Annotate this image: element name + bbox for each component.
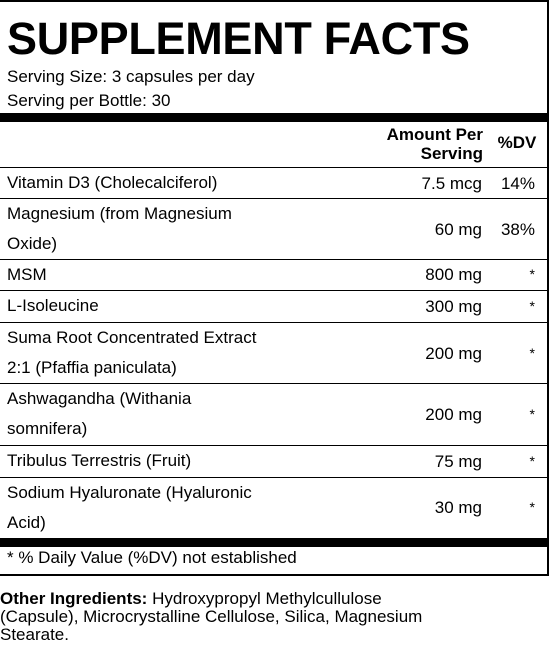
amount-header-line2: Serving — [420, 144, 483, 163]
nutrient-name-line1: Magnesium (from Magnesium — [7, 204, 232, 223]
nutrient-name-line1: Sodium Hyaluronate (Hyaluronic — [7, 483, 252, 502]
other-ingredients-label: Other Ingredients: — [0, 589, 148, 608]
servings-per-bottle: Serving per Bottle: 30 — [7, 91, 171, 110]
nutrient-amount: 7.5 mcg — [421, 174, 482, 193]
nutrient-name: MSM — [7, 265, 47, 284]
nutrient-amount: 800 mg — [425, 265, 482, 284]
row-divider — [0, 322, 547, 323]
thick-divider — [0, 113, 547, 122]
nutrient-amount: 30 mg — [434, 498, 482, 517]
nutrient-name-line2: somnifera) — [7, 419, 88, 438]
other-ingredients-line3: Stearate. — [0, 625, 69, 644]
nutrient-name-line2: 2:1 (Pfaffia paniculata) — [7, 358, 177, 377]
nutrient-dv: * — [529, 406, 535, 422]
nutrient-dv: * — [529, 266, 535, 282]
nutrient-dv: * — [529, 453, 535, 469]
nutrient-dv: 38% — [500, 220, 535, 239]
nutrient-name-line2: Oxide) — [7, 234, 58, 253]
nutrient-name: Tribulus Terrestris (Fruit) — [7, 451, 192, 470]
nutrient-dv: 14% — [500, 174, 535, 193]
nutrient-name-line1: Ashwagandha (Withania — [7, 389, 192, 408]
nutrient-amount: 200 mg — [425, 344, 482, 363]
row-divider — [0, 477, 547, 478]
dv-header: %DV — [497, 133, 537, 152]
nutrient-amount: 200 mg — [425, 405, 482, 424]
row-divider — [0, 445, 547, 446]
row-divider — [0, 198, 547, 199]
nutrient-amount: 75 mg — [434, 452, 482, 471]
amount-per-serving-header: Amount Per Serving — [333, 125, 483, 163]
nutrient-amount: 300 mg — [425, 297, 482, 316]
other-ingredients-line1: Hydroxypropyl Methylcullulose — [147, 589, 382, 608]
nutrient-dv: * — [529, 499, 535, 515]
nutrient-dv: * — [529, 345, 535, 361]
nutrient-amount: 60 mg — [434, 220, 482, 239]
nutrient-name-line1: Suma Root Concentrated Extract — [7, 328, 257, 347]
panel-title: SUPPLEMENT FACTS — [7, 13, 470, 64]
nutrient-name-line2: Acid) — [7, 513, 46, 532]
nutrient-name: L-Isoleucine — [7, 296, 99, 315]
supplement-facts-panel: SUPPLEMENT FACTS Serving Size: 3 capsule… — [0, 0, 549, 576]
amount-header-line1: Amount Per — [386, 125, 483, 144]
thick-divider — [0, 538, 547, 547]
row-divider — [0, 383, 547, 384]
other-ingredients-line2: (Capsule), Microcrystalline Cellulose, S… — [0, 607, 423, 626]
row-divider — [0, 167, 547, 168]
row-divider — [0, 259, 547, 260]
other-ingredients: Other Ingredients: Hydroxypropyl Methylc… — [0, 590, 558, 644]
row-divider — [0, 290, 547, 291]
serving-size: Serving Size: 3 capsules per day — [7, 67, 255, 86]
nutrient-name: Vitamin D3 (Cholecalciferol) — [7, 173, 218, 192]
nutrient-dv: * — [529, 298, 535, 314]
dv-footnote: * % Daily Value (%DV) not established — [7, 548, 297, 567]
